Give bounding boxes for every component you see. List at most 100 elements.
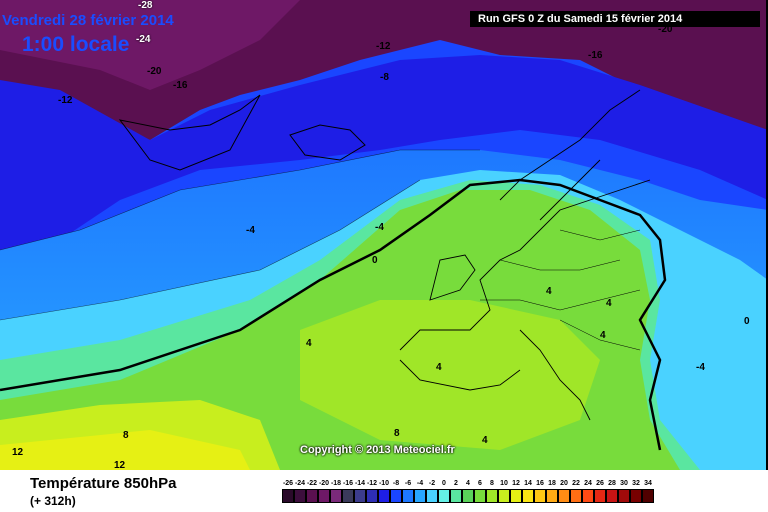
isotherm-label: -4 [375,222,384,233]
legend-swatch [618,489,630,503]
legend-step-label: -26 [282,480,294,487]
isotherm-label: 12 [114,460,126,471]
isotherm-label: 4 [606,298,612,309]
legend-step-label: -22 [306,480,318,487]
legend-step: -26 [282,479,294,503]
isotherm-label: -28 [138,0,153,11]
legend-step-label: -16 [342,480,354,487]
legend-swatch [330,489,342,503]
legend-step: 0 [438,479,450,503]
legend-swatch [498,489,510,503]
legend-step-label: 28 [608,480,616,487]
isotherm-line [0,149,480,251]
isotherm-label: 4 [306,338,312,349]
legend-step: -14 [354,479,366,503]
parameter-title: Température 850hPa [30,475,177,492]
legend-swatch [414,489,426,503]
legend-swatch [474,489,486,503]
legend-step: 6 [474,479,486,503]
legend-swatch [294,489,306,503]
legend-step-label: -12 [366,480,378,487]
legend-step: 32 [630,479,642,503]
isotherm-label: -8 [380,72,389,83]
legend-step-label: -10 [378,480,390,487]
zero-isotherm [0,178,667,451]
legend-swatch [450,489,462,503]
legend-swatch [606,489,618,503]
legend-step-label: 2 [454,480,458,487]
isotherm-label: -12 [58,95,73,106]
country-borders [480,229,641,351]
legend-swatch [318,489,330,503]
scandinavia-coast [499,89,641,221]
legend-step: 12 [510,479,522,503]
legend-swatch [366,489,378,503]
legend-step: -18 [330,479,342,503]
legend-swatch [630,489,642,503]
isotherm-label: 0 [372,255,378,266]
legend-step: -16 [342,479,354,503]
footer-bar: Température 850hPa (+ 312h) -26 -24 -22 -20… [0,470,768,512]
legend-swatch [354,489,366,503]
forecast-date: Vendredi 28 février 2014 [2,12,174,29]
legend-step-label: 16 [536,480,544,487]
legend-step-label: -2 [428,480,436,487]
greenland-coast [118,94,261,171]
legend-swatch [438,489,450,503]
map-frame-right [766,0,768,470]
legend-step: -12 [366,479,378,503]
legend-step: 10 [498,479,510,503]
legend-step-label: 12 [512,480,520,487]
legend-swatch [534,489,546,503]
legend-step: 26 [594,479,606,503]
legend-step-label: -4 [416,480,424,487]
legend-swatch [342,489,354,503]
legend-step-label: 24 [584,480,592,487]
legend-swatch [642,489,654,503]
isotherm-label: -16 [173,80,188,91]
isotherm-label: 0 [744,316,750,327]
forecast-hour: 1:00 locale [22,33,130,56]
legend-step: -4 [414,479,426,503]
isotherm-label: 4 [436,362,442,373]
arctic-core [0,0,300,90]
legend-swatch [546,489,558,503]
legend-step: 14 [522,479,534,503]
legend-step: 4 [462,479,474,503]
legend-step: -2 [426,479,438,503]
legend-step: 28 [606,479,618,503]
legend-step-label: 22 [572,480,580,487]
legend-step-label: -6 [404,480,412,487]
isotherm-label: 4 [546,286,552,297]
legend-swatch [594,489,606,503]
copyright-notice: Copyright © 2013 Meteociel.fr [300,444,455,456]
isotherm-label: 8 [123,430,129,441]
legend-swatch [522,489,534,503]
legend-swatch [390,489,402,503]
legend-step: -22 [306,479,318,503]
legend-swatch [486,489,498,503]
legend-step: -24 [294,479,306,503]
legend-step: -10 [378,479,390,503]
north-blue-band [0,55,768,250]
legend-step-label: 6 [478,480,482,487]
temperature-map [0,0,768,470]
isotherm-label: -16 [588,50,603,61]
legend-step: -6 [402,479,414,503]
legend-step-label: 0 [442,480,446,487]
legend-swatch [426,489,438,503]
legend-step: -20 [318,479,330,503]
legend-step: 2 [450,479,462,503]
legend-step: 16 [534,479,546,503]
isotherm-label: -24 [136,34,151,45]
isotherm-line [0,179,421,321]
isotherm-label: -4 [696,362,705,373]
legend-step: 8 [486,479,498,503]
legend-step: 30 [618,479,630,503]
legend-step-label: 34 [644,480,652,487]
legend-swatch [306,489,318,503]
legend-step-label: 20 [560,480,568,487]
warm-pocket [300,300,600,450]
legend-swatch [402,489,414,503]
legend-swatch [282,489,294,503]
